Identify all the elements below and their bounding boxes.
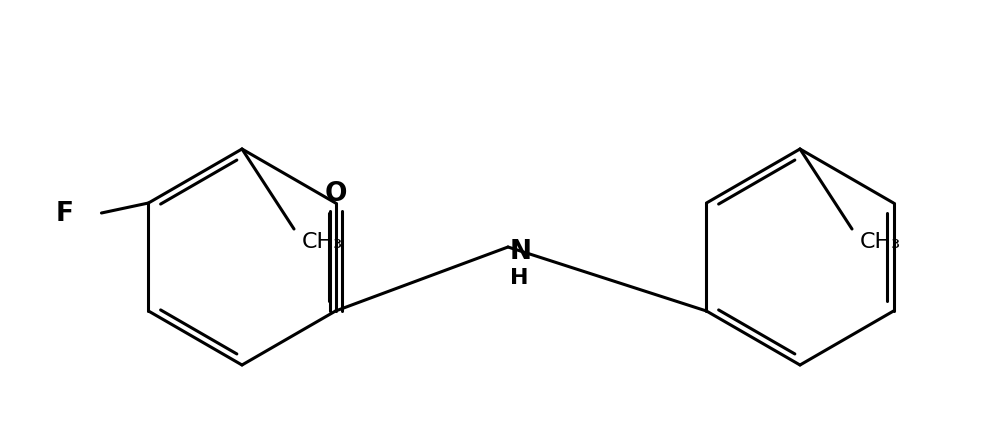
Text: O: O xyxy=(324,181,347,207)
Text: CH₃: CH₃ xyxy=(860,231,901,251)
Text: H: H xyxy=(510,268,528,287)
Text: N: N xyxy=(510,239,532,265)
Text: CH₃: CH₃ xyxy=(302,231,343,251)
Text: F: F xyxy=(55,201,73,227)
